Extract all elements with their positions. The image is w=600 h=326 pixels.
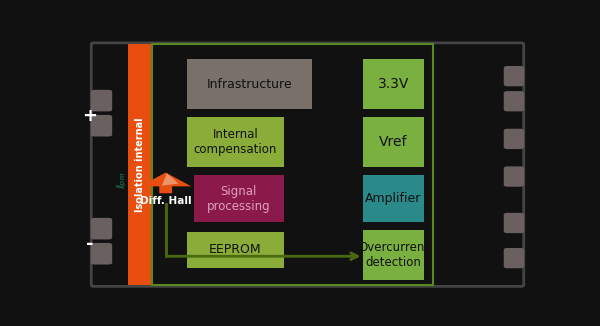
- Bar: [128, 44, 152, 285]
- FancyBboxPatch shape: [91, 43, 524, 286]
- Text: Amplifier: Amplifier: [365, 192, 422, 205]
- Bar: [364, 117, 424, 167]
- Bar: [187, 117, 284, 167]
- Text: Overcurrent
detection: Overcurrent detection: [358, 241, 429, 269]
- FancyBboxPatch shape: [504, 66, 524, 86]
- FancyBboxPatch shape: [91, 90, 112, 111]
- FancyBboxPatch shape: [91, 218, 112, 239]
- Bar: [152, 44, 433, 285]
- Text: Isolation internal: Isolation internal: [135, 117, 145, 212]
- Text: Vref: Vref: [379, 135, 408, 149]
- FancyBboxPatch shape: [91, 115, 112, 137]
- FancyBboxPatch shape: [91, 243, 112, 264]
- Bar: [364, 175, 424, 222]
- FancyBboxPatch shape: [504, 129, 524, 149]
- Text: Infrastructure: Infrastructure: [206, 78, 292, 91]
- Bar: [187, 59, 312, 110]
- Polygon shape: [162, 173, 178, 185]
- FancyBboxPatch shape: [504, 213, 524, 233]
- Text: EEPROM: EEPROM: [209, 244, 262, 257]
- FancyBboxPatch shape: [504, 91, 524, 111]
- Bar: [187, 232, 284, 268]
- FancyBboxPatch shape: [504, 248, 524, 268]
- Text: -: -: [86, 235, 94, 253]
- Text: Signal
processing: Signal processing: [207, 185, 271, 213]
- Text: Diff. Hall: Diff. Hall: [140, 196, 191, 206]
- Text: Iₚₘ: Iₚₘ: [116, 171, 127, 188]
- Text: 3.3V: 3.3V: [378, 77, 409, 91]
- Text: Internal
compensation: Internal compensation: [194, 128, 277, 156]
- Polygon shape: [140, 172, 191, 193]
- Bar: [364, 230, 424, 280]
- FancyBboxPatch shape: [504, 166, 524, 187]
- Text: +: +: [82, 107, 97, 125]
- Bar: [364, 59, 424, 110]
- Bar: [194, 175, 284, 222]
- Polygon shape: [159, 186, 172, 191]
